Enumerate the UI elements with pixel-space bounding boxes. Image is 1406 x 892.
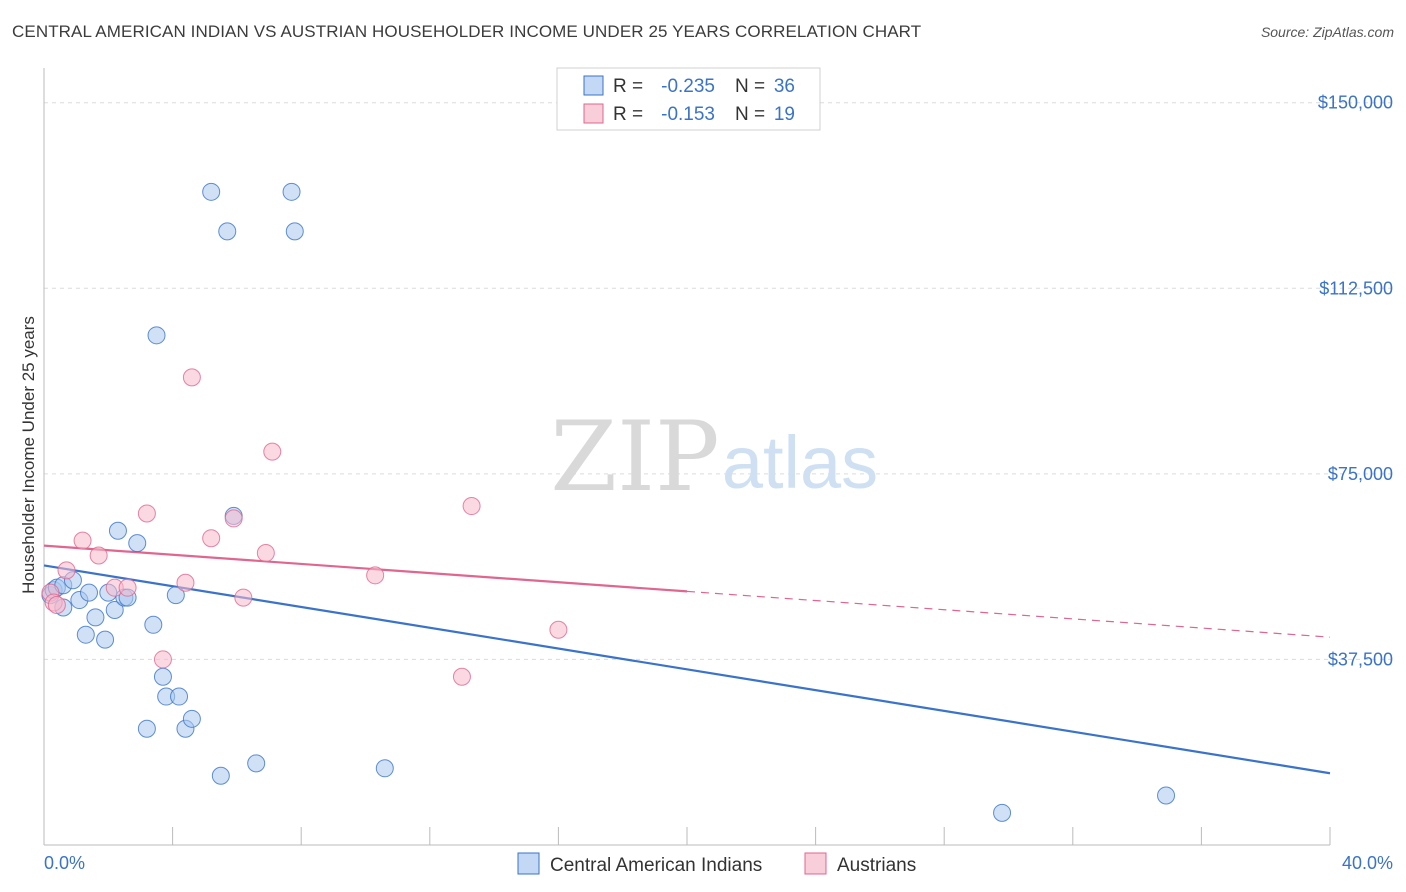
legend-n-label: N = — [735, 104, 765, 125]
series-legend: Central American Indians Austrians — [517, 852, 916, 876]
blue-point — [128, 534, 147, 553]
pink-point — [182, 368, 201, 387]
blue-point — [211, 766, 230, 785]
pink-point — [202, 529, 221, 548]
blue-point — [170, 687, 189, 706]
y-tick-label: $37,500 — [1328, 649, 1393, 669]
blue-point — [96, 630, 115, 649]
pink-point — [89, 546, 108, 565]
pink-trend-line — [43, 544, 688, 593]
trend-lines — [43, 544, 1331, 775]
blue-legend-swatch — [583, 75, 604, 96]
blue-point — [137, 719, 156, 738]
pink-point — [224, 509, 243, 528]
pink-point — [462, 497, 481, 516]
pink-point — [57, 561, 76, 580]
blue-point — [285, 222, 304, 241]
blue-series-swatch — [517, 852, 540, 875]
pink-point — [118, 578, 137, 597]
blue-point — [202, 182, 221, 201]
blue-point — [147, 326, 166, 345]
blue-point — [993, 803, 1012, 822]
blue-point — [108, 521, 127, 540]
blue-point — [282, 182, 301, 201]
pink-legend-swatch — [583, 103, 604, 124]
legend-r-value: -0.153 — [661, 104, 715, 125]
pink-point — [452, 667, 471, 686]
blue-point — [76, 625, 95, 644]
blue-point — [1157, 786, 1176, 805]
data-points — [41, 182, 1176, 822]
y-axis-title: Householder Income Under 25 years — [19, 316, 38, 594]
chart-title: CENTRAL AMERICAN INDIAN VS AUSTRIAN HOUS… — [12, 22, 922, 41]
y-tick-labels: $37,500 $75,000 $112,500 $150,000 — [1318, 93, 1393, 670]
x-tick-labels: 0.0% 40.0% — [44, 853, 1393, 873]
blue-series-label: Central American Indians — [550, 855, 762, 876]
pink-point — [73, 531, 92, 550]
watermark: ZIP atlas — [550, 401, 878, 513]
watermark-atlas: atlas — [722, 421, 878, 504]
y-tick-label: $150,000 — [1318, 93, 1393, 113]
pink-point — [256, 544, 275, 563]
blue-point — [144, 615, 163, 634]
legend-r-value: -0.235 — [661, 76, 715, 97]
watermark-zip: ZIP — [550, 401, 719, 513]
legend-n-value: 19 — [774, 104, 795, 125]
legend-n-label: N = — [735, 76, 765, 97]
source-credit: Source: ZipAtlas.com — [1260, 24, 1394, 40]
blue-point — [166, 586, 185, 605]
blue-point — [218, 222, 237, 241]
blue-trend-line — [43, 564, 1331, 775]
legend-r-label: R = — [613, 76, 643, 97]
pink-point — [263, 442, 282, 461]
pink-trend-extension — [686, 590, 1331, 638]
blue-point — [105, 600, 124, 619]
pink-point — [549, 620, 568, 639]
blue-point — [86, 608, 105, 627]
x-tick-label: 0.0% — [44, 853, 85, 873]
legend-r-label: R = — [613, 104, 643, 125]
pink-point — [366, 566, 385, 585]
pink-point — [47, 596, 66, 615]
x-tick-label: 40.0% — [1342, 853, 1393, 873]
blue-point — [80, 583, 99, 602]
pink-point — [176, 573, 195, 592]
blue-point — [182, 709, 201, 728]
pink-series-swatch — [804, 852, 827, 875]
pink-point — [153, 650, 172, 669]
y-tick-label: $112,500 — [1319, 278, 1393, 298]
pink-point — [234, 588, 253, 607]
y-tick-label: $75,000 — [1328, 464, 1393, 484]
pink-point — [137, 504, 156, 523]
blue-point — [153, 667, 172, 686]
axes — [43, 68, 1331, 846]
stats-legend: R = -0.235 N = 36 R = -0.153 N = 19 — [556, 67, 821, 131]
legend-n-value: 36 — [774, 76, 795, 97]
blue-point — [247, 754, 266, 773]
grid-lines — [44, 102, 1395, 660]
pink-series-label: Austrians — [837, 855, 916, 876]
blue-point — [375, 759, 394, 778]
